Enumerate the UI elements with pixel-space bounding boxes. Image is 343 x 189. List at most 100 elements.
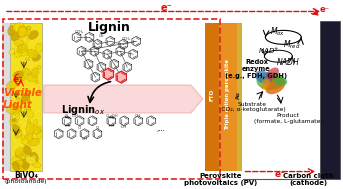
Ellipse shape: [6, 81, 17, 90]
Text: Carbon cloth
(cathode): Carbon cloth (cathode): [283, 173, 333, 186]
Ellipse shape: [12, 161, 20, 171]
Ellipse shape: [19, 26, 28, 36]
Text: $NAD^{+}$: $NAD^{+}$: [258, 46, 279, 56]
Ellipse shape: [13, 22, 24, 31]
Ellipse shape: [16, 150, 26, 160]
Ellipse shape: [26, 26, 31, 30]
Text: OH: OH: [121, 125, 127, 129]
Ellipse shape: [18, 48, 29, 56]
Ellipse shape: [22, 68, 31, 75]
Ellipse shape: [32, 161, 40, 168]
Text: Lignin: Lignin: [88, 21, 131, 34]
Ellipse shape: [36, 129, 43, 139]
Ellipse shape: [28, 30, 38, 40]
Ellipse shape: [15, 129, 22, 138]
Ellipse shape: [15, 151, 24, 158]
Ellipse shape: [15, 148, 23, 156]
Ellipse shape: [8, 26, 15, 36]
Text: Substrate
(CO₂, α-ketoglutarate): Substrate (CO₂, α-ketoglutarate): [219, 101, 286, 112]
Ellipse shape: [27, 119, 31, 124]
Text: $M_{red}$: $M_{red}$: [283, 38, 300, 50]
Bar: [205, 23, 219, 170]
Ellipse shape: [32, 54, 41, 61]
Text: OCH₃: OCH₃: [122, 37, 131, 41]
Polygon shape: [103, 68, 114, 80]
Text: O: O: [78, 126, 81, 130]
Text: e⁻: e⁻: [160, 4, 172, 13]
Ellipse shape: [26, 109, 34, 118]
Ellipse shape: [15, 160, 24, 167]
Text: BiVO₄: BiVO₄: [14, 171, 38, 180]
Text: Visible
Light: Visible Light: [3, 88, 42, 110]
Ellipse shape: [21, 158, 29, 169]
Ellipse shape: [19, 45, 22, 50]
Ellipse shape: [16, 75, 25, 82]
Ellipse shape: [20, 45, 25, 51]
Ellipse shape: [30, 155, 36, 161]
Text: $NADH$: $NADH$: [276, 56, 300, 67]
Bar: [320, 21, 340, 179]
Ellipse shape: [22, 156, 26, 159]
Ellipse shape: [19, 162, 29, 171]
Bar: [237, 23, 241, 170]
Text: Triple cation perovskite: Triple cation perovskite: [225, 60, 230, 130]
Ellipse shape: [30, 152, 38, 164]
Bar: [219, 23, 237, 170]
Ellipse shape: [32, 68, 39, 77]
Ellipse shape: [26, 74, 37, 82]
Ellipse shape: [29, 126, 40, 134]
Ellipse shape: [23, 92, 30, 101]
Ellipse shape: [13, 112, 20, 121]
Ellipse shape: [24, 106, 28, 109]
Ellipse shape: [36, 43, 42, 53]
Text: $M_{ox}$: $M_{ox}$: [270, 25, 285, 38]
Ellipse shape: [265, 78, 285, 94]
Ellipse shape: [14, 52, 22, 57]
FancyArrow shape: [44, 85, 203, 113]
Ellipse shape: [11, 112, 19, 123]
Ellipse shape: [257, 72, 284, 90]
Ellipse shape: [36, 126, 42, 130]
Text: e⁻: e⁻: [275, 170, 286, 179]
Ellipse shape: [9, 49, 15, 55]
Text: OCH₃: OCH₃: [75, 30, 84, 34]
Ellipse shape: [21, 135, 32, 144]
Ellipse shape: [26, 132, 33, 142]
Ellipse shape: [23, 145, 32, 155]
Ellipse shape: [17, 29, 26, 37]
Ellipse shape: [26, 123, 34, 135]
Ellipse shape: [7, 105, 18, 113]
Text: e⁻: e⁻: [320, 5, 330, 14]
Text: OH: OH: [99, 34, 104, 38]
Text: OH: OH: [135, 114, 141, 118]
Ellipse shape: [22, 36, 28, 43]
Ellipse shape: [22, 93, 30, 102]
Ellipse shape: [32, 53, 37, 57]
Text: Perovskite
photovoltaics (PV): Perovskite photovoltaics (PV): [184, 173, 257, 186]
Ellipse shape: [15, 113, 19, 117]
Text: O  OH: O OH: [106, 114, 117, 118]
Bar: [241, 21, 319, 179]
Ellipse shape: [11, 32, 20, 41]
Ellipse shape: [18, 26, 26, 37]
Ellipse shape: [35, 81, 39, 84]
Ellipse shape: [34, 119, 38, 125]
Ellipse shape: [22, 89, 27, 94]
Ellipse shape: [17, 106, 22, 111]
Ellipse shape: [17, 164, 21, 169]
Text: FTO: FTO: [209, 89, 214, 101]
Ellipse shape: [13, 104, 19, 110]
Ellipse shape: [17, 91, 23, 99]
Ellipse shape: [11, 156, 20, 165]
Ellipse shape: [25, 58, 29, 61]
Ellipse shape: [29, 138, 39, 146]
Ellipse shape: [13, 71, 23, 79]
Ellipse shape: [25, 27, 31, 36]
Ellipse shape: [12, 125, 20, 133]
Bar: [3, 19, 220, 179]
Ellipse shape: [25, 156, 36, 164]
Bar: [10, 23, 42, 170]
Text: (photoanode): (photoanode): [4, 179, 47, 184]
Text: Product
(formate, L-glutamate): Product (formate, L-glutamate): [254, 113, 323, 124]
Ellipse shape: [16, 91, 24, 102]
